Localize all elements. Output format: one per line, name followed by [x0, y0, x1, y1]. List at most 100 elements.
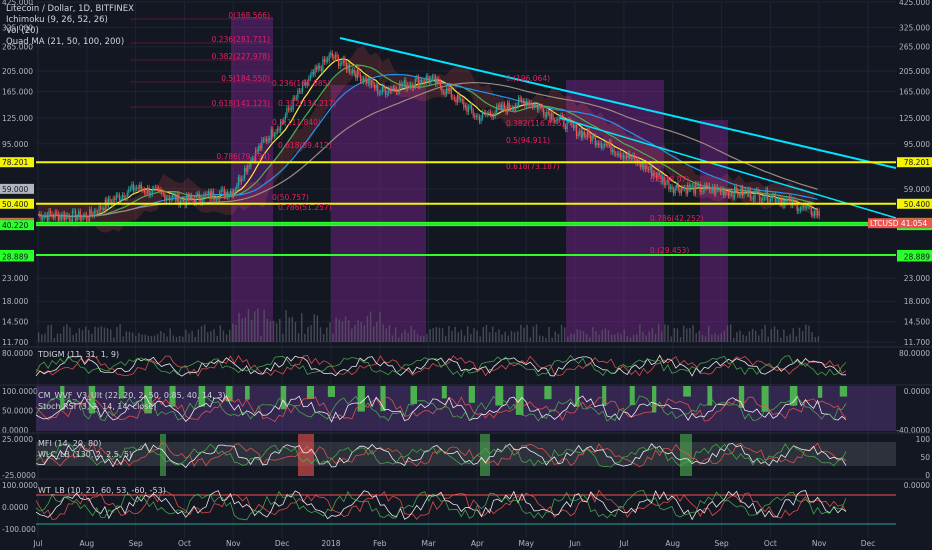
candle-body — [372, 79, 374, 85]
volume-bar — [457, 332, 459, 342]
candle-body — [198, 193, 200, 201]
candle-body — [339, 63, 341, 67]
candle-body — [596, 142, 598, 145]
wvf-pane[interactable]: 100.0000 50.0000 0.0000 0.0000 -40.0000 — [0, 384, 932, 435]
candle-body — [481, 112, 484, 118]
candle-body — [588, 130, 590, 136]
volume-bar — [147, 335, 149, 342]
candle-body — [666, 180, 668, 183]
volume-bar — [786, 336, 788, 342]
candle-body — [610, 141, 612, 153]
volume-bar — [742, 334, 744, 342]
wvf-spike — [789, 386, 798, 406]
candle-body — [186, 194, 188, 206]
candle-body — [507, 102, 509, 113]
volume-bar — [664, 324, 666, 342]
candle-body — [255, 149, 257, 161]
oscillator-line — [35, 489, 847, 521]
wvf-spike — [817, 386, 823, 398]
candle-body — [344, 58, 346, 64]
candle-body — [618, 153, 620, 155]
candle-body — [40, 213, 42, 220]
volume-bar — [504, 331, 506, 342]
volume-bar — [335, 317, 337, 342]
tdigm-pane[interactable]: 80.0000 80.0000 — [0, 346, 932, 378]
candle-body — [752, 197, 755, 200]
volume-bar — [729, 324, 732, 342]
volume-bar — [773, 326, 776, 342]
volume-bar — [97, 327, 99, 342]
sub-y-tick-left: -100.000 — [2, 525, 36, 534]
volume-bar — [326, 327, 328, 342]
candle-body — [156, 187, 158, 189]
candle-body — [419, 79, 421, 87]
candle-body — [521, 99, 523, 101]
wt-pane[interactable]: 100.0000 0.0000 -100.000 0.0000 — [0, 478, 932, 534]
volume-bar — [369, 311, 372, 342]
candle-body — [218, 192, 221, 200]
volume-bar — [723, 330, 726, 342]
x-tick: Nov — [812, 539, 827, 548]
candle-body — [341, 63, 343, 65]
mfi-pane[interactable]: 25.0000 -25.0000 100 50 0 — [0, 432, 932, 480]
volume-bar — [394, 327, 397, 342]
y-tick-right: 14.500 — [904, 318, 930, 327]
fib-label-right: 0.786(42.252) — [650, 214, 704, 223]
volume-bar — [532, 326, 535, 342]
candle-body — [572, 124, 574, 128]
volume-bar — [567, 336, 569, 342]
candle-body — [209, 191, 211, 199]
wvf-spike — [761, 386, 769, 412]
volume-bar — [297, 333, 300, 342]
wvf-bg — [36, 386, 896, 431]
volume-bar — [510, 331, 513, 342]
sub-y-tick-right: 80.0000 — [899, 349, 930, 358]
candle-body — [250, 159, 252, 167]
sub-y-tick-right: 100 — [916, 435, 931, 444]
candle-body — [45, 214, 47, 216]
volume-bar — [279, 319, 281, 342]
candle-body — [796, 202, 798, 212]
oscillator-line — [35, 354, 847, 377]
oscillator-line — [35, 394, 847, 423]
volume-bar — [106, 328, 109, 342]
fib-label-right: 0.5(94.911) — [506, 136, 550, 145]
price-tag-left — [0, 183, 34, 194]
volume-bar — [260, 336, 262, 342]
volume-bar — [466, 326, 469, 342]
wvf-spike — [245, 386, 250, 400]
volume-bar — [175, 337, 178, 342]
wvf-spike — [280, 386, 287, 410]
fib-label-mid: 0.382(134.217) — [278, 99, 336, 108]
volume-bar — [391, 335, 394, 342]
candle-body — [96, 212, 99, 214]
volume-bar — [704, 336, 707, 342]
volume-bar — [554, 331, 557, 342]
volume-bar — [210, 330, 212, 342]
wvf-spike — [652, 386, 657, 413]
candle-body — [129, 188, 131, 190]
candle-body — [51, 214, 53, 217]
candle-body — [779, 198, 781, 204]
wvf-spike — [380, 386, 386, 412]
candle-body — [167, 197, 169, 199]
candle-body — [192, 198, 194, 200]
volume-bar — [38, 332, 40, 342]
volume-bar — [191, 330, 193, 342]
candle-body — [375, 84, 377, 89]
candle-body — [682, 187, 684, 189]
candle-body — [264, 139, 266, 141]
volume-bar — [670, 336, 672, 342]
candle-body — [345, 63, 348, 70]
candle-body — [654, 172, 656, 175]
wvf-spike — [544, 386, 552, 400]
volume-bar — [632, 335, 635, 342]
candle-body — [613, 149, 615, 154]
volume-bar — [435, 327, 438, 342]
candle-body — [65, 215, 67, 220]
x-tick: Jun — [568, 539, 581, 548]
candle-body — [85, 214, 88, 220]
volume-bar — [341, 321, 344, 342]
oscillator-line — [35, 355, 847, 377]
